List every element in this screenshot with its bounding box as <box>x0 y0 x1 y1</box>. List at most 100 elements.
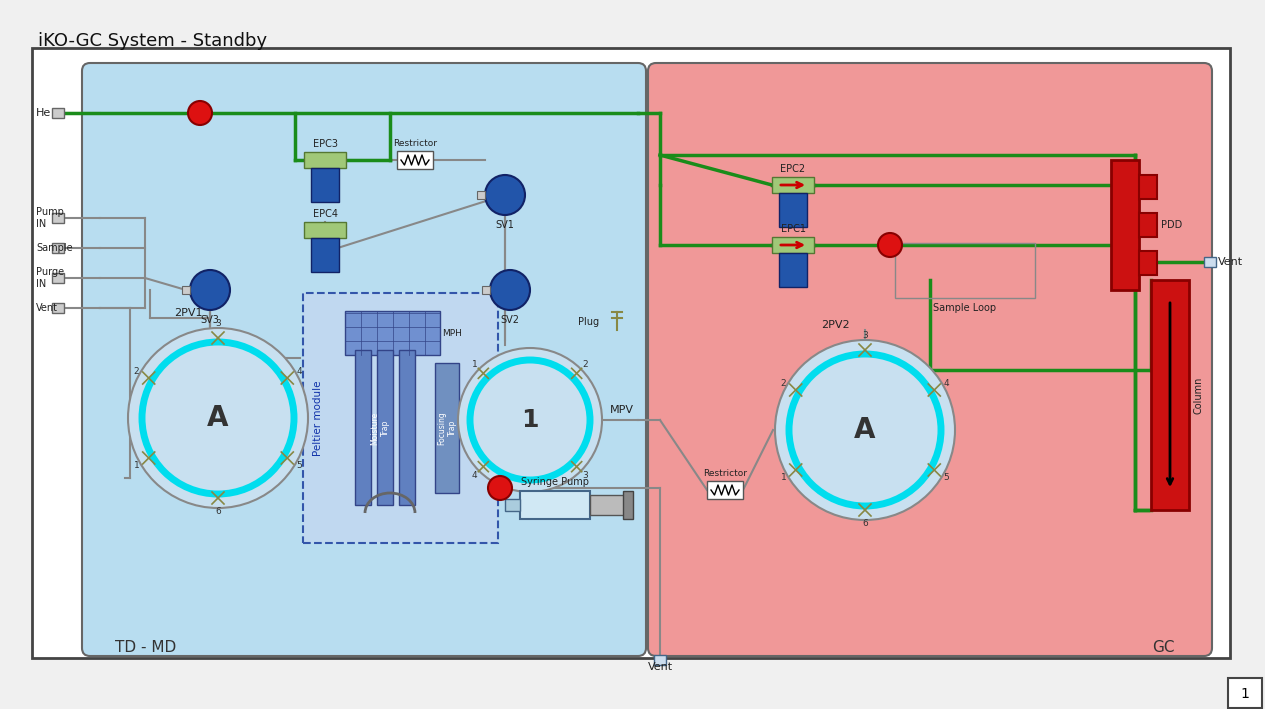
Text: 4: 4 <box>472 471 478 480</box>
Text: 1: 1 <box>472 360 478 369</box>
Bar <box>1111 160 1138 290</box>
Bar <box>435 363 459 493</box>
Bar <box>52 273 65 283</box>
Text: Vent: Vent <box>1218 257 1243 267</box>
Circle shape <box>490 270 530 310</box>
Text: EPC1: EPC1 <box>781 224 806 234</box>
Circle shape <box>458 348 602 492</box>
Text: SV2: SV2 <box>501 315 520 325</box>
Text: Plug: Plug <box>578 317 600 327</box>
Bar <box>355 350 371 505</box>
Text: A: A <box>854 416 875 444</box>
Text: Restrictor: Restrictor <box>703 469 748 478</box>
Bar <box>520 491 589 519</box>
Bar <box>1228 678 1262 708</box>
Text: MPH: MPH <box>441 328 462 337</box>
Bar <box>1138 175 1157 199</box>
Text: 6: 6 <box>863 520 868 528</box>
Circle shape <box>488 476 512 500</box>
Text: 3: 3 <box>582 471 588 480</box>
Bar <box>345 311 440 355</box>
Bar <box>589 495 625 515</box>
Text: 1: 1 <box>781 472 787 481</box>
Bar <box>707 481 743 499</box>
Bar <box>482 286 490 294</box>
Text: 3: 3 <box>863 332 868 340</box>
Bar <box>477 191 484 199</box>
Text: Vent: Vent <box>648 662 673 672</box>
Bar <box>311 238 339 272</box>
Text: Syringe Pump: Syringe Pump <box>521 477 589 487</box>
Bar <box>52 213 65 223</box>
Text: Focusing
Trap: Focusing Trap <box>438 411 457 445</box>
Bar <box>622 491 632 519</box>
Text: Restrictor: Restrictor <box>393 139 436 148</box>
Circle shape <box>188 101 213 125</box>
Bar <box>1138 213 1157 237</box>
Bar <box>377 350 393 505</box>
Text: Column: Column <box>1193 376 1203 413</box>
Bar <box>772 177 813 193</box>
Bar <box>779 253 807 287</box>
Bar <box>182 286 190 294</box>
Bar <box>397 151 433 169</box>
Bar <box>52 303 65 313</box>
Text: Moisture
Trap: Moisture Trap <box>371 411 390 445</box>
Bar <box>311 168 339 202</box>
Circle shape <box>878 233 902 257</box>
Bar <box>1151 280 1189 510</box>
Text: Sample Loop: Sample Loop <box>934 303 997 313</box>
Circle shape <box>128 328 307 508</box>
Text: 2: 2 <box>781 379 787 388</box>
Text: 5: 5 <box>296 461 302 469</box>
Text: Vent: Vent <box>35 303 58 313</box>
Text: PDD: PDD <box>1161 220 1183 230</box>
Text: MPV: MPV <box>610 405 634 415</box>
Text: 1: 1 <box>1241 687 1250 701</box>
Bar <box>52 108 65 118</box>
Bar <box>304 152 347 168</box>
Text: EPC2: EPC2 <box>781 164 806 174</box>
Text: EPC4: EPC4 <box>312 209 338 219</box>
Text: Pump
IN: Pump IN <box>35 207 63 229</box>
Text: EPC3: EPC3 <box>312 139 338 149</box>
Text: iKO-GC System - Standby: iKO-GC System - Standby <box>38 32 267 50</box>
Text: 3: 3 <box>215 320 221 328</box>
FancyBboxPatch shape <box>648 63 1212 656</box>
Bar <box>505 499 520 511</box>
Bar <box>1138 251 1157 275</box>
Text: 1: 1 <box>521 408 539 432</box>
Bar <box>304 293 498 543</box>
Text: 2PV1: 2PV1 <box>173 308 202 318</box>
Text: SV3: SV3 <box>201 315 219 325</box>
Circle shape <box>484 175 525 215</box>
Text: 2: 2 <box>582 360 588 369</box>
Text: 4: 4 <box>944 379 949 388</box>
Circle shape <box>190 270 230 310</box>
Bar <box>304 222 347 238</box>
Text: 6: 6 <box>215 508 221 516</box>
Bar <box>654 655 665 665</box>
Bar <box>779 193 807 227</box>
Bar <box>52 243 65 253</box>
Text: 2PV2: 2PV2 <box>821 320 849 330</box>
Text: 1: 1 <box>134 461 139 469</box>
Text: 5: 5 <box>944 472 949 481</box>
Text: He: He <box>35 108 52 118</box>
Bar <box>772 237 813 253</box>
Bar <box>896 243 1035 298</box>
Bar <box>398 350 415 505</box>
Circle shape <box>775 340 955 520</box>
Bar <box>32 48 1230 658</box>
Text: 2: 2 <box>134 367 139 376</box>
Text: A: A <box>207 404 229 432</box>
FancyBboxPatch shape <box>82 63 646 656</box>
Text: Peltier module: Peltier module <box>312 380 323 456</box>
Text: 4: 4 <box>296 367 302 376</box>
Text: TD - MD: TD - MD <box>115 640 176 655</box>
Bar <box>1204 257 1216 267</box>
Text: Purge
IN: Purge IN <box>35 267 65 289</box>
Text: SV1: SV1 <box>496 220 515 230</box>
Text: GC: GC <box>1152 640 1175 655</box>
Text: Sample: Sample <box>35 243 72 253</box>
